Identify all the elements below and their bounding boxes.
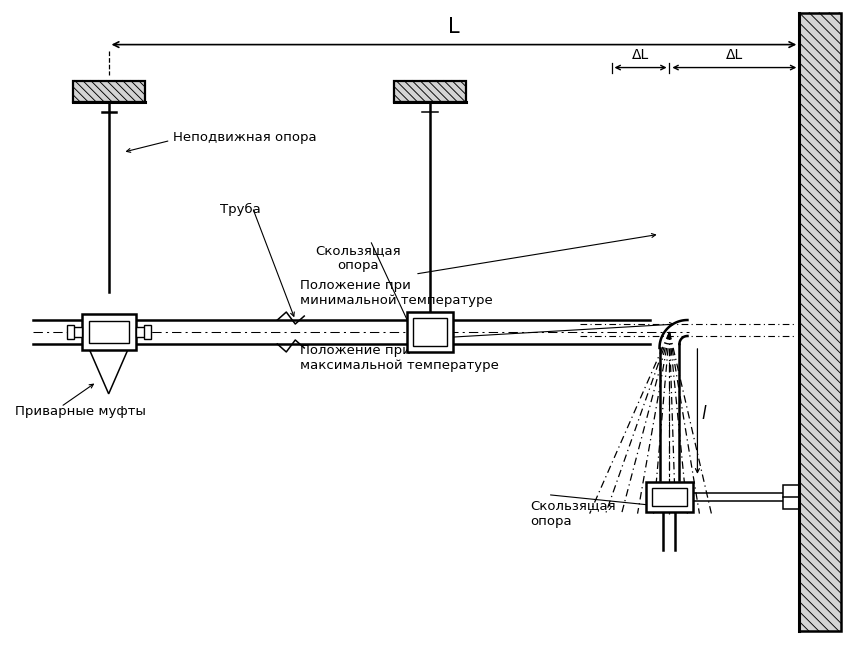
- Bar: [799, 13, 842, 632]
- Bar: [651, 488, 688, 506]
- Text: Скользящая
опора: Скользящая опора: [530, 500, 615, 528]
- Bar: [413, 318, 447, 346]
- Text: Положение при
минимальной температуре: Положение при минимальной температуре: [300, 279, 493, 307]
- Bar: [394, 81, 466, 103]
- Bar: [136, 327, 146, 337]
- Text: Приварные муфты: Приварные муфты: [14, 405, 145, 418]
- Text: L: L: [448, 17, 460, 36]
- Bar: [67, 325, 74, 339]
- Bar: [71, 327, 82, 337]
- Bar: [73, 81, 144, 103]
- Text: ΔL: ΔL: [726, 48, 743, 62]
- Text: ΔL: ΔL: [632, 48, 649, 62]
- Text: Скользящая
опора: Скользящая опора: [315, 244, 401, 272]
- Bar: [82, 314, 136, 350]
- Text: l: l: [701, 405, 706, 423]
- Text: Неподвижная опора: Неподвижная опора: [173, 131, 316, 144]
- Text: Положение при
максимальной температуре: Положение при максимальной температуре: [300, 344, 499, 372]
- Bar: [783, 485, 799, 508]
- Bar: [88, 321, 128, 343]
- Bar: [407, 312, 453, 352]
- Text: Труба: Труба: [220, 203, 261, 216]
- Bar: [645, 482, 694, 512]
- Bar: [144, 325, 150, 339]
